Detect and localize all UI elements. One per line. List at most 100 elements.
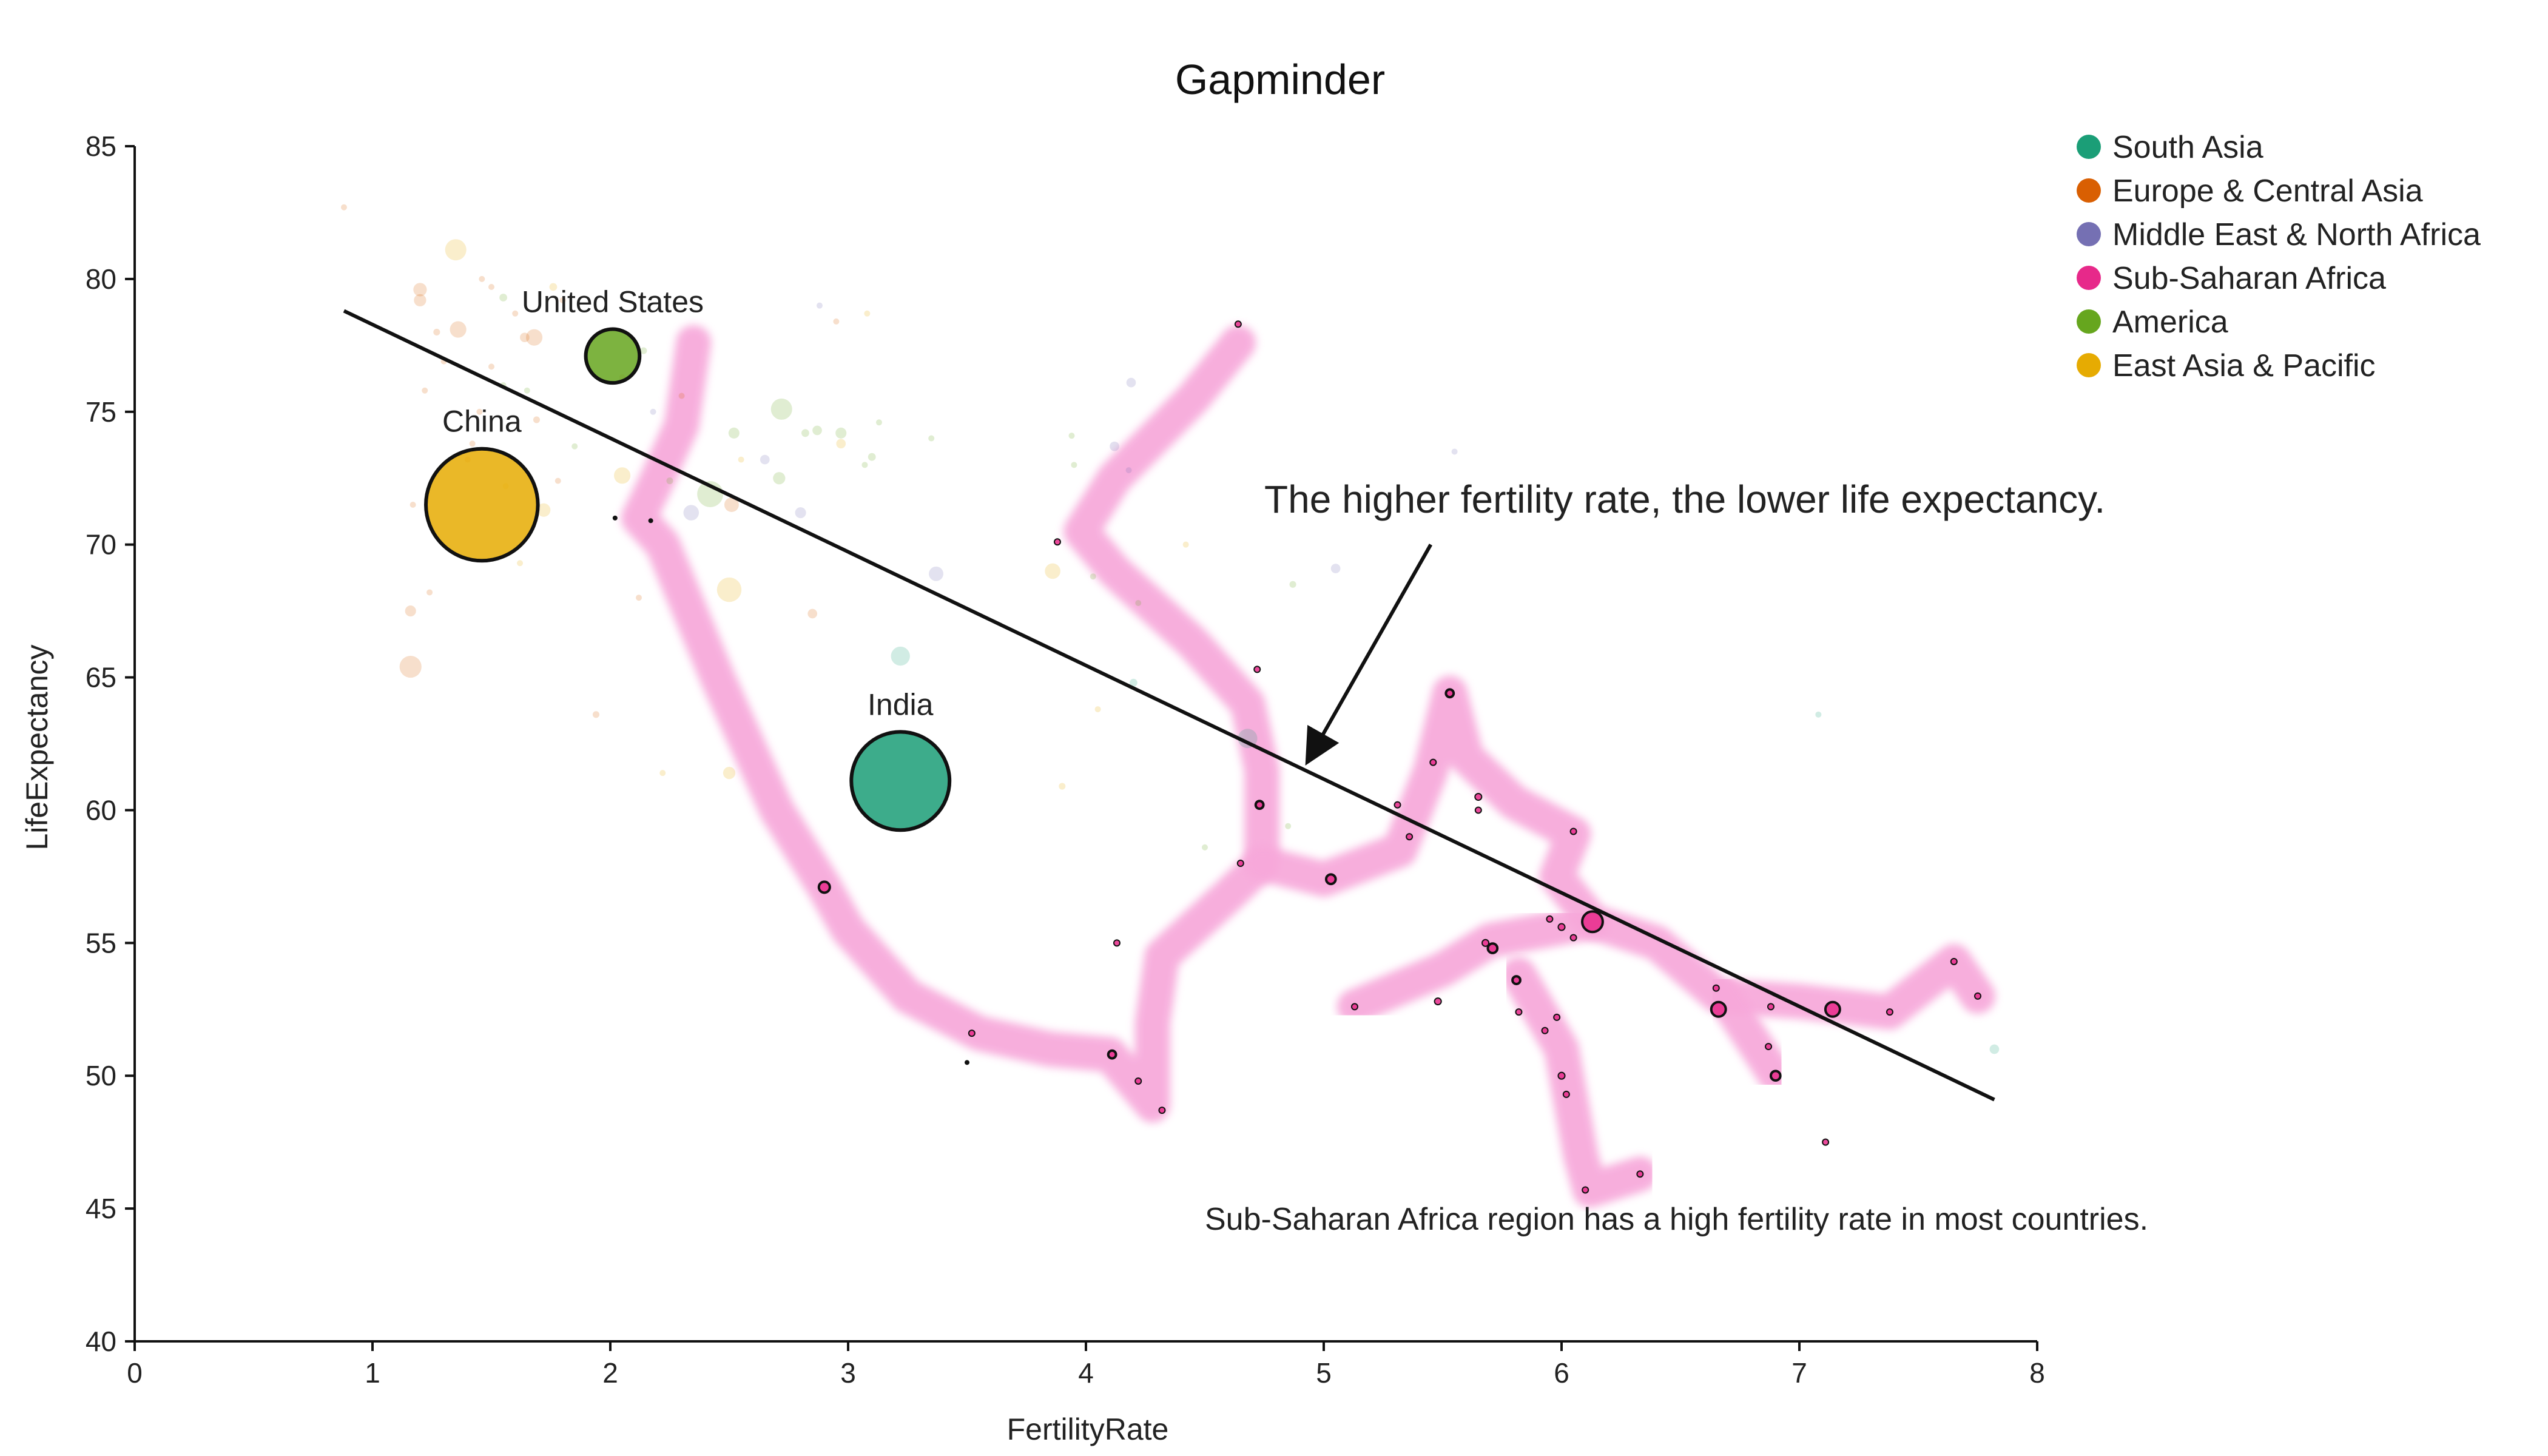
faded-point	[723, 767, 736, 780]
faded-point	[716, 577, 742, 602]
faded-point	[891, 646, 910, 666]
africa-point	[1822, 1138, 1830, 1146]
faded-point	[517, 560, 524, 567]
legend-label-europe-central-asia: Europe & Central Asia	[2112, 174, 2423, 209]
africa-point	[1053, 538, 1061, 546]
faded-point	[1110, 441, 1119, 451]
x-tick-label: 4	[1078, 1357, 1094, 1389]
africa-point	[1434, 997, 1442, 1006]
africa-point	[1569, 827, 1577, 835]
annotations: The higher fertility rate, the lower lif…	[1205, 477, 2148, 1237]
africa-point	[1350, 1003, 1358, 1011]
dark-point	[612, 515, 618, 521]
highlight-stroke-1	[1244, 675, 1995, 1030]
y-tick-label: 45	[86, 1193, 116, 1224]
faded-point	[868, 453, 876, 461]
point-china	[424, 447, 540, 563]
faded-point	[929, 566, 944, 581]
faded-point	[861, 462, 868, 468]
faded-point	[554, 477, 561, 484]
faded-point	[1125, 467, 1132, 474]
highlight-stroke-4	[1700, 970, 1793, 1094]
faded-point	[835, 427, 847, 439]
annotation-trend: The higher fertility rate, the lower lif…	[1264, 477, 2105, 521]
africa-point	[1712, 984, 1720, 992]
chart-title: Gapminder	[1175, 56, 1385, 103]
sub-saharan-highlight-region	[621, 325, 1995, 1208]
legend-label-middle-east-north-africa: Middle East & North Africa	[2112, 217, 2481, 252]
africa-point	[1113, 939, 1121, 947]
africa-point	[1569, 934, 1577, 942]
africa-point	[1553, 1013, 1561, 1021]
faded-point	[426, 589, 433, 596]
faded-point	[650, 408, 656, 415]
y-tick-label: 70	[86, 529, 116, 561]
faded-point	[928, 435, 935, 442]
x-tick-label: 8	[2029, 1357, 2045, 1389]
africa-point	[1546, 915, 1554, 923]
faded-point	[450, 321, 467, 338]
faded-point	[807, 608, 818, 619]
faded-point	[760, 454, 770, 465]
legend-label-east-asia-pacific: East Asia & Pacific	[2112, 348, 2376, 383]
faded-point	[833, 318, 840, 325]
africa-point	[1765, 1043, 1773, 1051]
faded-point	[571, 443, 578, 450]
legend: South Asia Europe & Central Asia Middle Ea…	[2077, 130, 2481, 383]
africa-point	[1429, 758, 1437, 766]
faded-point	[1135, 599, 1142, 606]
faded-point	[399, 655, 422, 678]
faded-point	[422, 387, 428, 394]
faded-point	[1059, 783, 1066, 790]
faded-point	[812, 425, 822, 436]
annotation-arrow	[1305, 544, 1433, 766]
africa-point	[1541, 1026, 1549, 1034]
africa-point	[1406, 833, 1414, 841]
faded-point	[1182, 541, 1189, 548]
point-united-states	[584, 327, 642, 385]
faded-point	[340, 204, 347, 211]
faded-point	[1130, 678, 1138, 687]
faded-point	[724, 497, 739, 512]
faded-point	[640, 347, 647, 354]
africa-point	[968, 1030, 976, 1037]
faded-point	[1815, 711, 1822, 718]
africa-point	[1394, 801, 1401, 809]
africa-point	[1474, 806, 1482, 814]
faded-point	[525, 329, 543, 346]
faded-point	[738, 456, 744, 463]
faded-point	[659, 770, 666, 777]
faded-point	[405, 605, 416, 617]
faded-point	[537, 503, 551, 517]
faded-point	[524, 387, 530, 394]
trend-line	[343, 309, 1995, 1102]
dark-point	[648, 518, 653, 524]
africa-point	[1557, 923, 1566, 931]
y-tick-label: 65	[86, 662, 116, 693]
africa-point	[1474, 793, 1483, 801]
africa-point	[1557, 1071, 1566, 1080]
faded-point	[816, 302, 823, 309]
x-tick-label: 1	[365, 1357, 380, 1389]
y-tick-label: 85	[86, 130, 116, 162]
faded-point	[666, 477, 673, 485]
africa-point	[1254, 800, 1265, 811]
highlight-stroke-3	[1501, 957, 1658, 1208]
faded-point	[728, 427, 740, 439]
faded-point	[1090, 573, 1096, 580]
africa-point	[1581, 910, 1604, 934]
x-axis: 0 1 2 3 4 5 6 7 8	[127, 1340, 2045, 1389]
highlighted-countries-layer: United States China India	[424, 285, 952, 832]
africa-point	[1236, 860, 1244, 867]
legend-swatch-south-asia	[2077, 135, 2101, 159]
y-axis-label: LifeExpectancy	[20, 644, 54, 850]
faded-point	[512, 310, 519, 317]
faded-point	[488, 284, 494, 291]
faded-point	[678, 393, 685, 399]
label-united-states: United States	[522, 285, 704, 319]
africa-point	[1481, 939, 1490, 947]
faded-point	[1202, 844, 1208, 851]
legend-label-sub-saharan-africa: Sub-Saharan Africa	[2112, 261, 2386, 296]
x-tick-label: 6	[1554, 1357, 1569, 1389]
africa-point	[1886, 1008, 1893, 1016]
